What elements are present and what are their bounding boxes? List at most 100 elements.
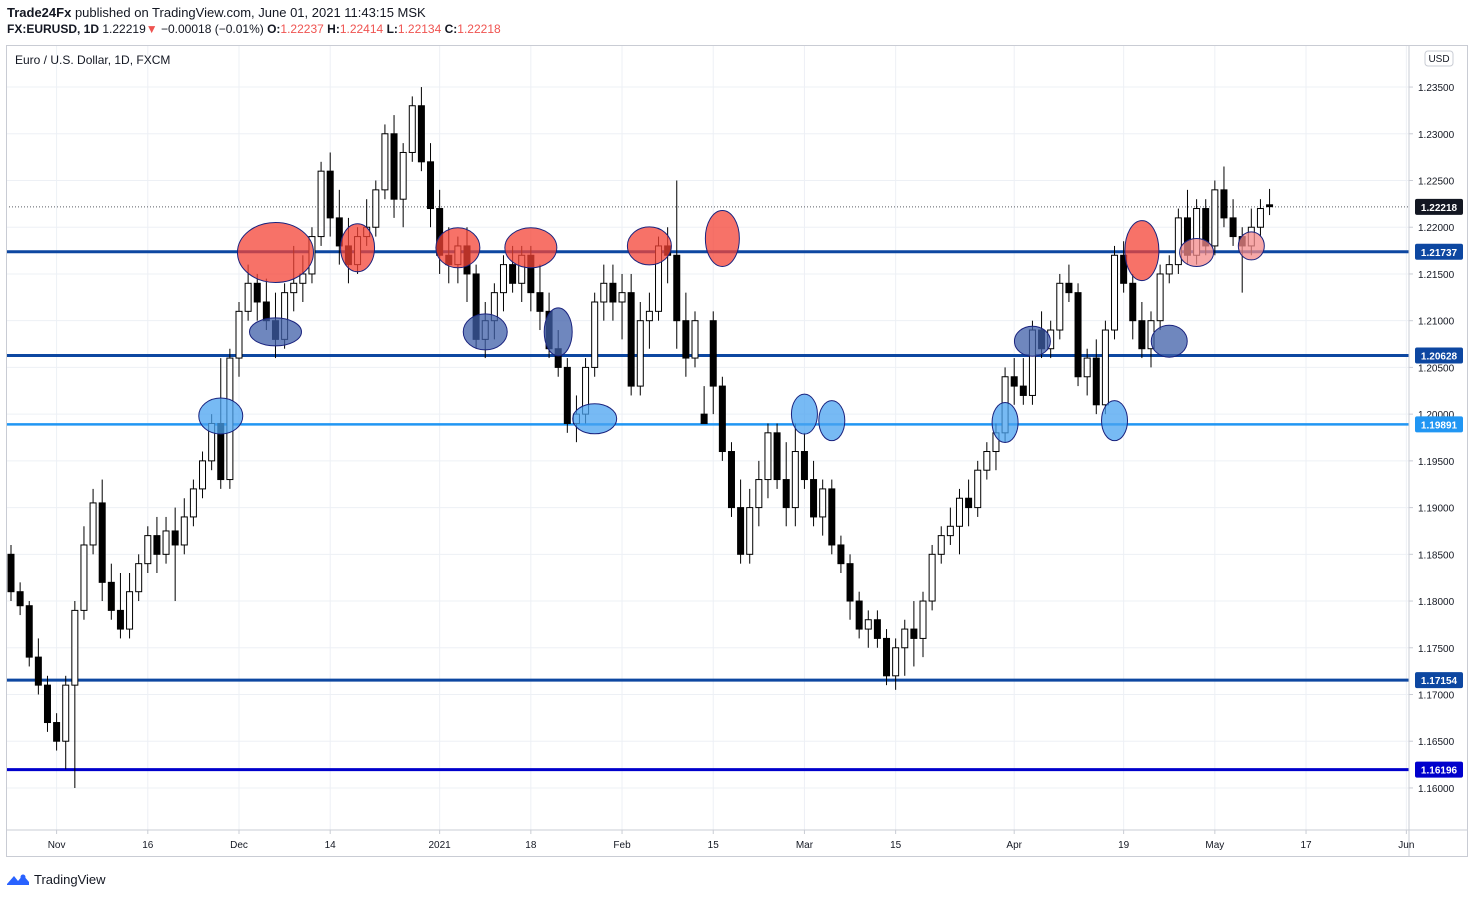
candle-body-down xyxy=(910,628,918,639)
candle-body-up xyxy=(235,310,243,359)
candle xyxy=(682,292,690,377)
candle-body-down xyxy=(837,544,845,565)
candle-body-down xyxy=(718,385,726,453)
candle-body-down xyxy=(390,133,398,200)
candle xyxy=(98,479,106,602)
ohlc-line: FX:EURUSD, 1D 1.22219▼ −0.00018 (−0.01%)… xyxy=(7,21,1467,38)
highlight-ellipse[interactable] xyxy=(626,226,672,266)
candle-body-down xyxy=(1138,320,1146,350)
close-value: 1.22218 xyxy=(457,22,501,36)
highlight-ellipse[interactable] xyxy=(1237,231,1265,261)
candle-body-down xyxy=(1065,282,1073,294)
candle xyxy=(1165,255,1173,284)
price-label[interactable]: 1.19891 xyxy=(1415,416,1463,433)
x-tick-label: Apr xyxy=(1006,840,1022,851)
candle-body-up xyxy=(290,282,298,294)
chart-area[interactable]: Euro / U.S. Dollar, 1D, FXCM 1.23500 1.23… xyxy=(6,45,1468,859)
candle-body-up xyxy=(928,553,936,602)
highlight-ellipse[interactable] xyxy=(818,400,846,442)
price-label[interactable]: 1.17154 xyxy=(1415,672,1463,689)
candle xyxy=(782,442,790,527)
publish-line: Trade24Fx published on TradingView.com, … xyxy=(7,4,1467,21)
tradingview-logo-icon[interactable] xyxy=(6,872,30,886)
highlight-ellipse[interactable] xyxy=(991,402,1019,444)
candle-body-down xyxy=(828,488,836,546)
candle-body-down xyxy=(107,581,115,611)
candle-body-down xyxy=(116,609,124,630)
y-tick-label: 1.20000 xyxy=(1418,410,1455,421)
candle-body-down xyxy=(709,320,717,387)
highlight-ellipse[interactable] xyxy=(236,221,314,283)
candle-body-up xyxy=(408,105,416,153)
highlight-ellipse[interactable] xyxy=(504,227,558,269)
highlight-ellipse[interactable] xyxy=(340,223,376,273)
price-axis[interactable]: 1.23500 1.23000 1.22500 1.22000 1.21500 1.210… xyxy=(1409,83,1463,795)
y-tick-label: 1.16500 xyxy=(1418,737,1455,748)
price-label[interactable]: 1.22218 xyxy=(1415,198,1463,215)
candle xyxy=(819,479,827,536)
highlight-ellipse[interactable] xyxy=(248,317,302,347)
candle-body-up xyxy=(892,647,900,677)
x-tick-label: 16 xyxy=(142,840,154,851)
highlight-ellipse[interactable] xyxy=(435,227,481,269)
highlight-ellipse[interactable] xyxy=(543,307,573,357)
highlight-ellipse[interactable] xyxy=(1124,220,1160,282)
candle xyxy=(837,535,845,574)
highlight-ellipse[interactable] xyxy=(462,313,508,351)
candle xyxy=(1156,264,1164,331)
price-label-bg xyxy=(1415,198,1463,215)
candle xyxy=(755,460,763,527)
time-axis[interactable]: Nov 16 Dec 14 2021 18 Feb 15 Mar 15 Apr 19 May 17 Jun xyxy=(48,830,1415,851)
x-tick-label: Feb xyxy=(613,840,631,851)
price-label[interactable]: 1.20628 xyxy=(1415,347,1463,364)
candle xyxy=(16,582,24,616)
y-tick-label: 1.22000 xyxy=(1418,223,1455,234)
candle-body-down xyxy=(16,591,24,607)
candle-body-down xyxy=(98,502,106,583)
highlight-ellipse[interactable] xyxy=(1101,400,1129,442)
tradingview-brand[interactable]: TradingView xyxy=(34,871,106,887)
highlight-ellipse[interactable] xyxy=(1013,325,1051,357)
candle-body-up xyxy=(1156,273,1164,322)
candle xyxy=(107,563,115,620)
highlight-ellipse[interactable] xyxy=(198,397,244,435)
candle xyxy=(162,516,170,564)
y-tick-label: 1.20500 xyxy=(1418,363,1455,374)
candle xyxy=(34,638,42,695)
highlight-ellipse[interactable] xyxy=(790,393,818,435)
price-label-text: 1.19891 xyxy=(1421,420,1458,431)
candle-body-down xyxy=(427,161,435,210)
close-label: C: xyxy=(444,22,458,36)
candle xyxy=(892,638,900,690)
candlestick-chart[interactable]: Euro / U.S. Dollar, 1D, FXCM 1.235001.23… xyxy=(6,45,1468,859)
candle xyxy=(983,442,991,480)
candle-body-down xyxy=(800,451,808,481)
candle-body-down xyxy=(855,600,863,630)
candle xyxy=(965,479,973,527)
candle-body-down xyxy=(700,413,708,424)
price-label[interactable]: 1.21737 xyxy=(1415,243,1463,260)
x-tick-label: May xyxy=(1205,840,1224,851)
candle xyxy=(974,460,982,517)
candle xyxy=(709,311,717,415)
highlight-ellipse[interactable] xyxy=(1179,237,1215,267)
highlight-ellipse[interactable] xyxy=(1150,324,1188,358)
candle-body-up xyxy=(244,282,252,312)
candles xyxy=(7,87,1274,788)
candle-body-down xyxy=(773,432,781,481)
price-label-text: 1.20628 xyxy=(1421,351,1458,362)
candle xyxy=(609,264,617,321)
currency-badge[interactable]: USD xyxy=(1424,50,1454,67)
candle-body-up xyxy=(399,151,407,200)
candle xyxy=(1083,348,1091,396)
author-name[interactable]: Trade24Fx xyxy=(7,5,72,20)
highlight-ellipse[interactable] xyxy=(704,209,740,267)
candle xyxy=(1092,339,1100,415)
x-tick-label: Nov xyxy=(48,840,66,851)
candle-body-up xyxy=(1174,217,1182,266)
candle xyxy=(846,554,854,620)
x-tick-label: 17 xyxy=(1300,840,1312,851)
highlight-ellipse[interactable] xyxy=(572,403,618,435)
candle-body-down xyxy=(965,497,973,509)
price-label[interactable]: 1.16196 xyxy=(1415,761,1463,778)
